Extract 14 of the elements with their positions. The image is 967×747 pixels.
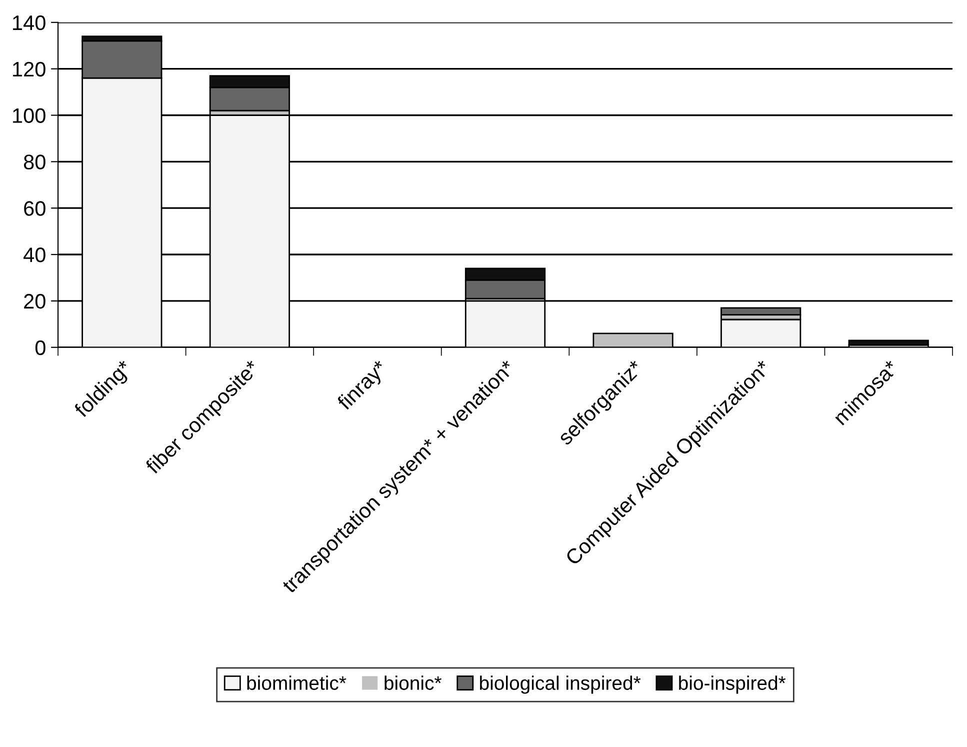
legend-label: bio-inspired* (679, 676, 786, 694)
y-tick-label: 140 (13, 15, 46, 30)
y-tick-label: 120 (13, 62, 46, 77)
y-tick-label: 60 (24, 201, 46, 216)
y-tick-label: 100 (13, 108, 46, 124)
bar (720, 307, 802, 316)
legend-label: biomimetic* (247, 676, 346, 690)
y-tick-label: 40 (24, 248, 46, 262)
y-tick-label: 20 (24, 294, 46, 309)
y-tick-label: 80 (24, 154, 46, 170)
legend-label: bionic* (384, 676, 442, 690)
y-tick-label: 0 (35, 340, 46, 356)
legend-label: biological inspired* (480, 676, 641, 694)
bar (848, 340, 929, 346)
